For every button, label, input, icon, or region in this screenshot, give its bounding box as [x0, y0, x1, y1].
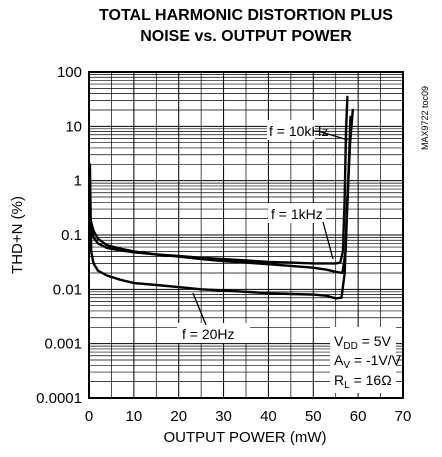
x-tick-label: 50 [305, 408, 322, 425]
series-line-1 [88, 115, 352, 275]
cond-vdd: VDD = 5V [334, 333, 392, 352]
x-tick-label: 30 [215, 408, 232, 425]
x-tick-labels: 0 10 20 30 40 50 60 70 [85, 408, 412, 425]
label-10khz: f = 10kHz [269, 123, 329, 139]
y-tick-label: 10 [65, 118, 82, 135]
cond-vdd-sub: DD [343, 341, 357, 352]
x-tick-label: 0 [85, 408, 93, 425]
cond-rl-sub: L [344, 380, 350, 391]
y-tick-label: 0.01 [53, 281, 82, 298]
part-code: MAX9722 toc09 [420, 86, 430, 150]
y-tick-label: 0.001 [44, 336, 82, 353]
cond-vdd-sym: V [334, 333, 344, 349]
x-tick-label: 40 [260, 408, 277, 425]
arrow-10khz [317, 130, 349, 141]
series-line-0 [88, 95, 349, 265]
chart-title-line2: NOISE vs. OUTPUT POWER [140, 28, 352, 45]
cond-av: AV = -1V/V [334, 352, 402, 371]
conditions-bg [330, 327, 396, 393]
y-tick-label: 0.1 [61, 227, 82, 244]
cond-av-val: = -1V/V [350, 352, 402, 368]
x-tick-label: 20 [170, 408, 187, 425]
plot-frame [88, 71, 404, 399]
label-bg-1khz [268, 203, 326, 223]
cond-vdd-val: = 5V [358, 333, 392, 349]
x-axis-label: OUTPUT POWER (mW) [163, 429, 326, 446]
label-1khz: f = 1kHz [271, 206, 323, 222]
y-tick-label: 0.0001 [36, 390, 82, 407]
arrow-1khz [322, 221, 334, 260]
chart-title-line1: TOTAL HARMONIC DISTORTION PLUS [99, 7, 393, 24]
cond-rl-val: = 16Ω [350, 372, 392, 388]
cond-rl-sym: R [334, 372, 344, 388]
cond-rl: RL = 16Ω [334, 372, 392, 391]
y-tick-label: 1 [74, 173, 82, 190]
x-tick-label: 70 [395, 408, 412, 425]
label-bg-10khz [267, 120, 315, 140]
y-axis-label: THD+N (%) [9, 196, 26, 274]
cond-av-sub: V [343, 360, 350, 371]
label-bg-20hz [177, 323, 250, 343]
x-tick-label: 60 [350, 408, 367, 425]
label-20hz: f = 20Hz [182, 326, 235, 342]
y-tick-labels: 0.0001 0.001 0.01 0.1 1 10 100 [36, 64, 82, 407]
y-tick-label: 100 [57, 64, 82, 81]
curves [88, 95, 354, 300]
x-tick-label: 10 [126, 408, 143, 425]
arrow-20hz [192, 292, 207, 326]
cond-av-sym: A [334, 352, 344, 368]
series-line-2 [88, 108, 354, 300]
